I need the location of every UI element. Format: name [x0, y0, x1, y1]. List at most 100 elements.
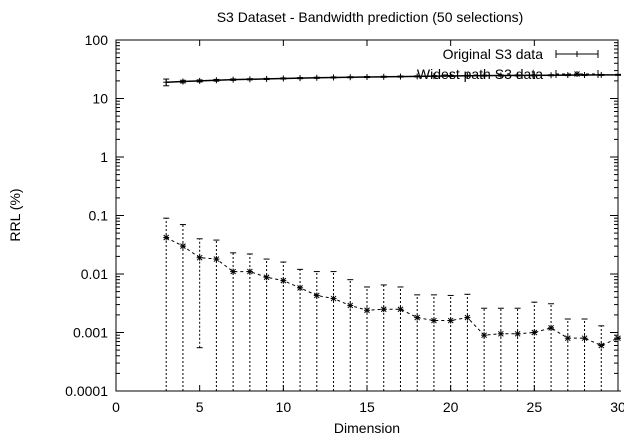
- data-point: [514, 72, 521, 79]
- x-axis-label: Dimension: [334, 420, 400, 436]
- y-tick-label: 100: [85, 32, 109, 48]
- data-point: [179, 78, 186, 85]
- data-point: [598, 342, 605, 349]
- legend-marker: [574, 71, 580, 77]
- data-point: [347, 74, 354, 81]
- data-point: [497, 72, 504, 79]
- marker-d2: [397, 306, 404, 313]
- marker-d2: [531, 329, 538, 336]
- x-tick-label: 30: [610, 399, 624, 415]
- data-point: [548, 72, 555, 79]
- data-point: [364, 307, 370, 314]
- marker-d2: [196, 254, 203, 261]
- data-point: [481, 332, 488, 339]
- data-point: [564, 72, 571, 79]
- marker-d2: [464, 314, 471, 321]
- data-point: [397, 73, 404, 80]
- data-point: [430, 73, 437, 80]
- marker-d2: [180, 243, 186, 249]
- y-tick-label: 0.01: [81, 266, 108, 282]
- marker-d2: [297, 284, 303, 291]
- data-point: [163, 234, 170, 241]
- marker-d2: [330, 295, 337, 302]
- data-point: [196, 77, 203, 84]
- data-point: [246, 76, 253, 83]
- data-point: [313, 74, 320, 81]
- chart-title: S3 Dataset - Bandwidth prediction (50 se…: [217, 9, 524, 25]
- data-point: [280, 277, 287, 284]
- data-point: [481, 72, 488, 79]
- x-tick-label: 10: [276, 399, 292, 415]
- marker-d2: [247, 268, 253, 275]
- x-tick-label: 20: [443, 399, 459, 415]
- legend: Original S3 data Widest path S3 data: [417, 46, 599, 82]
- data-point: [263, 75, 270, 82]
- data-point: [163, 79, 170, 86]
- marker-d2: [615, 335, 621, 342]
- data-point: [598, 71, 605, 78]
- data-point: [330, 295, 337, 302]
- data-point: [179, 243, 186, 250]
- marker-d2: [213, 256, 220, 262]
- data-point: [615, 335, 621, 342]
- data-point: [263, 274, 270, 281]
- marker-d2: [498, 330, 504, 337]
- marker-d2: [431, 317, 437, 324]
- series-1: [163, 71, 621, 87]
- data-point: [514, 330, 521, 337]
- series-line: [166, 74, 619, 83]
- data-point: [497, 330, 504, 337]
- marker-d2: [280, 277, 287, 284]
- marker-d2: [548, 325, 554, 331]
- data-point: [397, 306, 404, 313]
- legend-label-2: Widest path S3 data: [417, 66, 543, 82]
- series-line: [165, 237, 619, 347]
- data-point: [464, 72, 471, 79]
- data-point: [447, 72, 454, 79]
- data-point: [196, 254, 203, 261]
- marker-d2: [581, 335, 588, 342]
- data-point: [531, 72, 538, 79]
- marker-d2: [380, 306, 387, 313]
- series-2: [163, 217, 621, 392]
- data-point: [447, 317, 454, 324]
- data-point: [581, 72, 588, 79]
- data-point: [347, 302, 354, 309]
- marker-d2: [598, 342, 605, 349]
- data-point: [380, 73, 387, 80]
- marker-d2: [313, 292, 320, 299]
- series-layer: [163, 71, 621, 392]
- marker-d2: [230, 268, 236, 275]
- data-point: [246, 268, 253, 275]
- data-point: [615, 71, 621, 78]
- data-point: [213, 256, 220, 263]
- data-point: [330, 74, 337, 81]
- data-point: [531, 329, 538, 336]
- y-tick-label: 1: [100, 149, 108, 165]
- y-tick-label: 10: [92, 91, 108, 107]
- data-point: [280, 75, 287, 82]
- data-point: [548, 324, 555, 331]
- marker-d2: [347, 302, 354, 309]
- y-tick-label: 0.0001: [65, 383, 108, 399]
- marker-d2: [514, 330, 521, 337]
- data-point: [364, 74, 370, 81]
- data-point: [230, 76, 237, 83]
- marker-d2: [447, 317, 454, 324]
- marker-d2: [263, 274, 270, 281]
- data-point: [313, 292, 320, 299]
- data-point: [414, 73, 421, 80]
- data-point: [414, 314, 421, 321]
- marker-d2: [414, 314, 421, 321]
- x-tick-label: 5: [196, 399, 204, 415]
- y-axis-label: RRL (%): [7, 188, 23, 241]
- legend-label-1: Original S3 data: [443, 46, 544, 62]
- x-tick-label: 0: [112, 399, 120, 415]
- x-tick-label: 15: [359, 399, 375, 415]
- x-tick-label: 25: [527, 399, 543, 415]
- axis-ticks: 0 5 10 15 20 25 30 0.0001 0.001 0.01 0.1 1 10 100: [65, 32, 624, 415]
- data-point: [380, 306, 387, 313]
- data-point: [464, 314, 471, 321]
- data-point: [297, 75, 304, 82]
